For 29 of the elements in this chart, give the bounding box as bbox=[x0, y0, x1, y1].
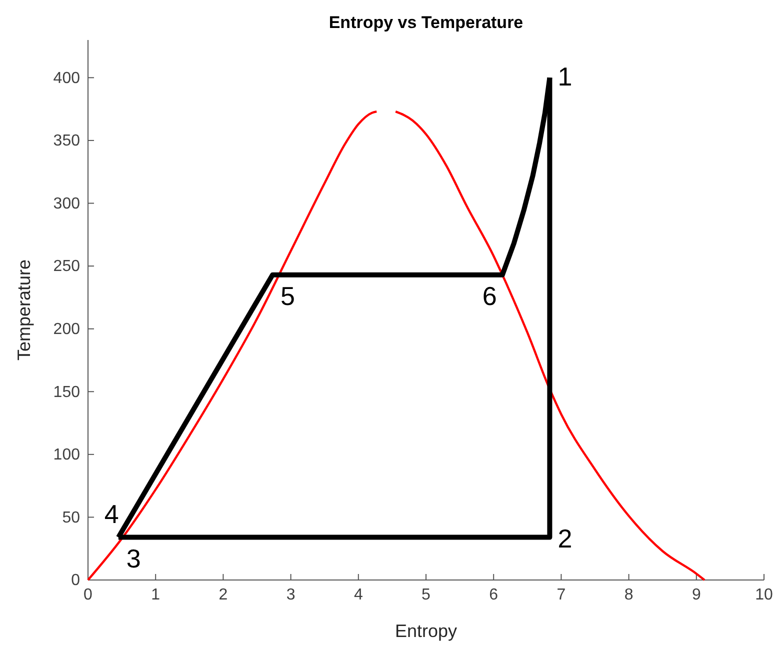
x-tick-label: 9 bbox=[692, 586, 701, 604]
x-tick-label: 1 bbox=[151, 586, 160, 604]
y-tick-label: 200 bbox=[53, 320, 80, 338]
annotation: 6 bbox=[482, 280, 497, 311]
x-tick-label: 3 bbox=[286, 586, 296, 604]
y-tick-label: 100 bbox=[53, 446, 80, 464]
x-tick-label: 10 bbox=[755, 586, 773, 604]
y-tick-label: 150 bbox=[53, 384, 80, 401]
x-tick-label: 4 bbox=[354, 586, 363, 604]
y-tick-label: 0 bbox=[71, 572, 80, 590]
annotation: 4 bbox=[104, 498, 119, 529]
annotation: 5 bbox=[280, 280, 296, 311]
x-tick-label: 0 bbox=[84, 586, 93, 604]
y-tick-label: 50 bbox=[62, 509, 80, 526]
x-tick-label: 5 bbox=[422, 586, 431, 604]
y-tick-label: 250 bbox=[53, 258, 80, 276]
y-tick-label: 350 bbox=[53, 132, 80, 150]
y-tick-label: 300 bbox=[53, 195, 80, 212]
annotation: 3 bbox=[126, 543, 141, 574]
x-tick-label: 6 bbox=[489, 586, 498, 604]
x-axis-title: Entropy bbox=[394, 621, 458, 641]
x-tick-label: 2 bbox=[218, 586, 228, 604]
y-axis-title: Temperature bbox=[14, 259, 34, 361]
x-tick-label: 7 bbox=[556, 586, 566, 604]
chart-title: Entropy vs Temperature bbox=[328, 13, 524, 32]
annotation: 2 bbox=[558, 523, 572, 554]
y-tick-label: 400 bbox=[53, 70, 80, 87]
annotation: 1 bbox=[558, 62, 572, 92]
x-tick-label: 8 bbox=[624, 586, 634, 604]
